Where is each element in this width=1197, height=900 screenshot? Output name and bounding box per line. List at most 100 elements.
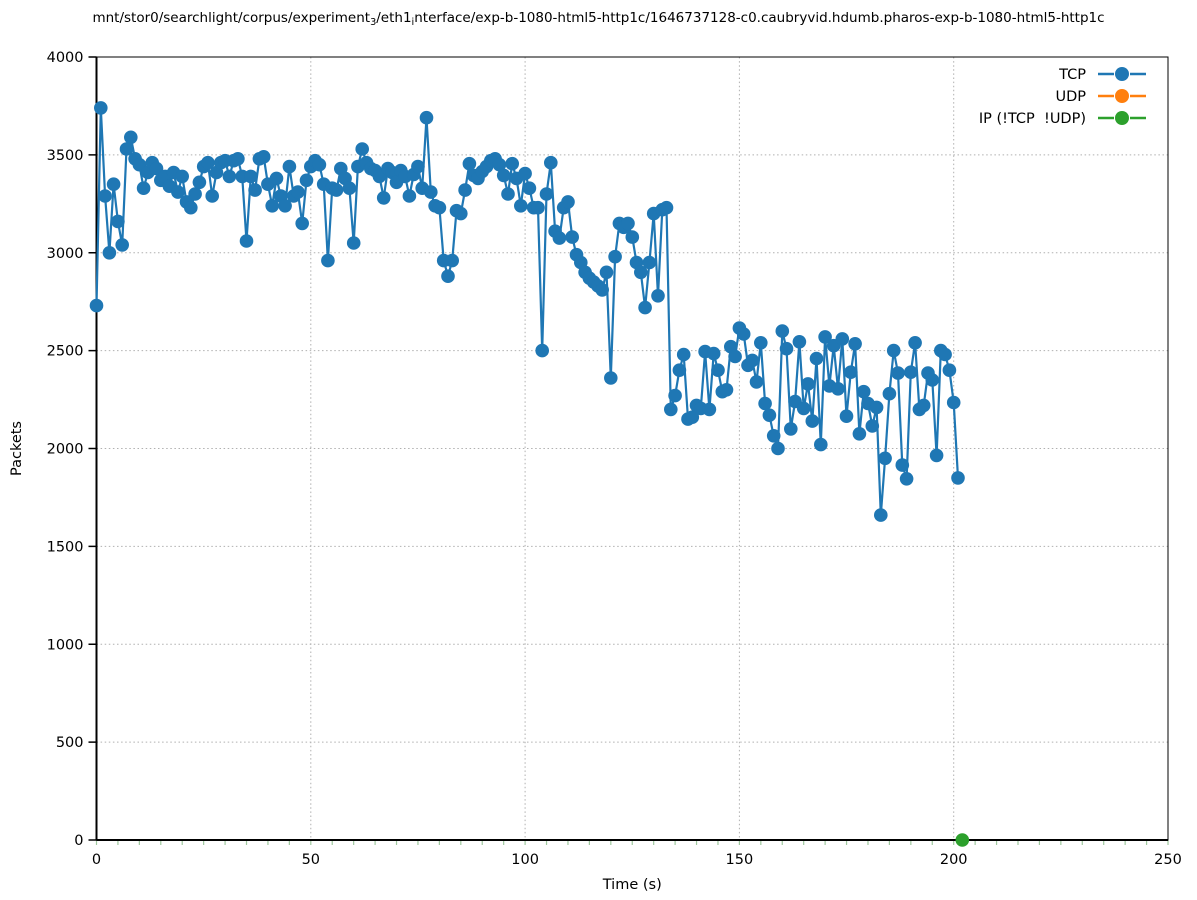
data-point xyxy=(346,236,361,250)
data-point xyxy=(111,214,125,229)
data-point xyxy=(175,169,189,184)
y-tick-labels: 0 500 1000 1500 2000 2500 3000 3500 4000 xyxy=(47,50,84,849)
data-point xyxy=(891,366,905,380)
data-point xyxy=(604,371,618,385)
legend-label: UDP xyxy=(1055,89,1086,105)
data-point xyxy=(201,155,215,170)
data-point xyxy=(505,156,519,171)
data-point xyxy=(355,142,370,156)
data-point xyxy=(119,142,134,156)
data-point xyxy=(265,199,280,213)
data-point xyxy=(946,395,961,410)
data-point xyxy=(136,181,151,195)
y-tick-label: 1000 xyxy=(47,637,84,653)
data-point xyxy=(925,373,940,387)
data-point xyxy=(89,298,104,313)
data-point xyxy=(115,238,129,252)
data-point xyxy=(685,410,700,425)
data-point xyxy=(814,437,828,452)
data-point xyxy=(539,187,554,201)
data-point xyxy=(192,175,207,190)
data-point xyxy=(239,234,254,248)
data-point xyxy=(231,152,245,166)
data-point xyxy=(531,200,545,215)
data-point xyxy=(342,181,357,195)
data-point xyxy=(672,363,687,378)
data-point xyxy=(329,183,344,197)
y-tick-label: 500 xyxy=(56,735,84,751)
data-point xyxy=(775,324,790,338)
data-point xyxy=(454,206,468,221)
legend-marker xyxy=(1115,111,1129,125)
data-point xyxy=(844,365,858,380)
y-tick-label: 2500 xyxy=(47,344,84,360)
data-point xyxy=(929,448,944,463)
data-point xyxy=(642,255,657,270)
data-point xyxy=(955,833,970,847)
data-point xyxy=(801,377,815,391)
data-point xyxy=(295,216,310,231)
data-point xyxy=(719,383,734,397)
y-tick-label: 3500 xyxy=(47,148,84,164)
data-point xyxy=(771,441,785,456)
data-point xyxy=(222,169,237,184)
y-tick-label: 4000 xyxy=(47,50,84,66)
data-point xyxy=(106,177,121,191)
legend: TCP UDP IP (!TCP !UDP) xyxy=(979,67,1146,127)
data-point xyxy=(458,183,472,197)
data-point xyxy=(184,200,198,215)
data-point xyxy=(171,185,185,199)
data-point xyxy=(124,130,138,145)
data-point xyxy=(445,253,460,268)
legend-entry: UDP xyxy=(1055,89,1146,105)
data-point xyxy=(419,110,434,125)
data-point xyxy=(544,155,558,170)
title-subscript: 3 xyxy=(370,17,377,29)
data-point xyxy=(441,269,455,284)
y-axis-ticks xyxy=(88,56,97,841)
data-point xyxy=(805,414,820,428)
data-point xyxy=(269,171,284,186)
data-point xyxy=(561,195,575,209)
data-point xyxy=(638,300,652,315)
data-point xyxy=(702,402,717,417)
data-point xyxy=(856,384,871,399)
data-point xyxy=(299,173,314,188)
ip-tcp-udp-series xyxy=(955,833,970,847)
data-point xyxy=(248,183,262,197)
data-point xyxy=(839,409,854,424)
data-point xyxy=(749,375,764,389)
tcp-series xyxy=(89,101,965,522)
data-point xyxy=(599,265,614,280)
data-point xyxy=(869,400,884,415)
data-point xyxy=(634,265,648,280)
data-point xyxy=(754,336,768,350)
legend-marker xyxy=(1115,89,1129,103)
y-axis-label: Packets xyxy=(9,421,25,476)
data-point xyxy=(908,336,922,350)
data-point xyxy=(501,187,515,201)
data-point xyxy=(625,230,640,244)
data-point xyxy=(522,181,537,195)
title-subscript: i xyxy=(411,17,415,29)
title-text: mnt/stor0/searchlight/corpus/experiment xyxy=(92,10,371,26)
data-point xyxy=(668,388,682,403)
data-point xyxy=(779,341,794,356)
data-point xyxy=(621,216,635,231)
data-point xyxy=(376,191,391,205)
data-point xyxy=(651,289,665,303)
x-tick-label: 150 xyxy=(726,852,754,868)
legend-label: IP (!TCP !UDP) xyxy=(979,111,1086,127)
data-point xyxy=(595,283,609,297)
data-point xyxy=(951,471,965,485)
data-point xyxy=(462,156,477,171)
y-tick-label: 1500 xyxy=(47,539,84,555)
x-tick-label: 100 xyxy=(511,852,539,868)
data-point xyxy=(496,168,511,183)
x-tick-labels: 0 50 100 150 200 250 xyxy=(92,852,1182,868)
data-point xyxy=(818,330,832,344)
data-point xyxy=(102,246,117,260)
data-point xyxy=(792,335,807,349)
x-tick-label: 250 xyxy=(1154,852,1182,868)
data-point xyxy=(291,185,305,199)
